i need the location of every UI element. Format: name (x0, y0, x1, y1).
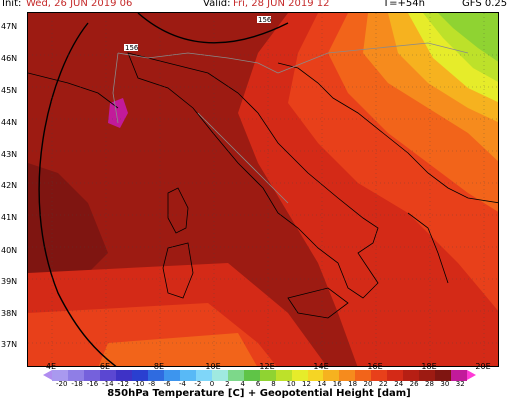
lon-label: 16E (367, 362, 383, 371)
contour-label-box (257, 16, 271, 23)
scale-tick-label: 10 (286, 380, 296, 388)
lat-label: 40N (1, 246, 18, 255)
lon-label: 20E (475, 362, 491, 371)
scale-swatch (339, 370, 356, 381)
scale-tick-label: 20 (363, 380, 373, 388)
scale-swatch (99, 370, 116, 381)
scale-arrow-right (467, 370, 476, 380)
scale-arrow-left (43, 370, 52, 380)
lon-label: 6E (99, 362, 111, 371)
scale-swatch (147, 370, 164, 381)
scale-swatch (307, 370, 324, 381)
scale-tick-label: -8 (148, 380, 156, 388)
scale-tick-label: -6 (163, 380, 171, 388)
forecast-lead-time: T=+54h (383, 0, 425, 9)
scale-swatch (451, 370, 468, 381)
lat-label: 39N (1, 277, 18, 286)
lat-label: 38N (1, 309, 18, 318)
lon-label: 14E (313, 362, 329, 371)
lon-label: 18E (421, 362, 437, 371)
scale-tick-label: -4 (179, 380, 186, 388)
contour-label-box (124, 44, 138, 51)
scale-tick-label: -16 (86, 380, 99, 388)
contour-label: 156 (258, 16, 272, 24)
model-name: GFS 0.25 (462, 0, 508, 9)
scale-tick-label: 22 (378, 380, 388, 388)
color-scale (52, 370, 468, 381)
lat-label: 46N (1, 54, 18, 63)
scale-swatch (419, 370, 436, 381)
scale-tick-label: 26 (409, 380, 419, 388)
init-label: Init: (2, 0, 22, 9)
contour-label: 156 (125, 44, 139, 52)
field-south-3 (98, 333, 257, 366)
lon-label: 12E (259, 362, 275, 371)
scale-tick-label: 6 (255, 380, 261, 388)
scale-swatch (211, 370, 228, 381)
scale-tick-label: -10 (132, 380, 145, 388)
scale-swatch (243, 370, 260, 381)
lat-label: 37N (1, 340, 18, 349)
valid-label: Valid: (203, 0, 231, 9)
lon-label: 8E (153, 362, 165, 371)
scale-tick-label: 12 (302, 380, 311, 388)
field-hotspot (108, 98, 128, 128)
scale-tick-label: -2 (194, 380, 202, 388)
scale-swatch (371, 370, 388, 381)
map-header: Init: Wed, 26 JUN 2019 06 Valid: Fri, 28… (0, 0, 518, 12)
scale-tick-label: -18 (71, 380, 83, 388)
scale-swatch (259, 370, 276, 381)
scale-swatch (387, 370, 404, 381)
borders (112, 42, 469, 204)
color-scale-ticks: -20 -18 -16 -14 -12 -10 -8 -6 -4 -2 0 2 4 6 8 10 12 14 16 1… (56, 380, 471, 389)
scale-tick-label: -20 (56, 380, 68, 388)
lat-label: 45N (1, 86, 18, 95)
scale-swatch (52, 370, 68, 381)
scale-tick-label: 30 (440, 380, 450, 388)
temperature-map[interactable]: 156 156 (27, 12, 499, 367)
lat-label: 44N (1, 118, 18, 127)
scale-swatch (403, 370, 420, 381)
legend-caption: 850hPa Temperature [C] + Geopotential He… (107, 388, 411, 399)
scale-swatch (179, 370, 196, 381)
scale-tick-label: -14 (102, 380, 114, 388)
lat-label: 41N (1, 213, 18, 222)
scale-swatch (291, 370, 308, 381)
init-datetime: Wed, 26 JUN 2019 06 (26, 0, 133, 9)
scale-swatch (323, 370, 340, 381)
coastlines (28, 52, 498, 319)
scale-swatch (115, 370, 132, 381)
graticule (28, 13, 498, 366)
scale-tick-label: 2 (225, 380, 230, 388)
map-canvas: 156 156 (28, 13, 498, 366)
scale-swatch (195, 370, 212, 381)
lat-label: 43N (1, 150, 18, 159)
scale-swatch (83, 370, 100, 381)
scale-swatch (67, 370, 84, 381)
scale-tick-label: 8 (271, 380, 276, 388)
field-coldest (438, 13, 498, 62)
scale-tick-label: -12 (117, 380, 129, 388)
scale-tick-label: 4 (240, 380, 245, 388)
scale-tick-label: 14 (317, 380, 327, 388)
scale-tick-label: 0 (209, 380, 215, 388)
lon-label: 10E (205, 362, 221, 371)
scale-swatch (131, 370, 148, 381)
scale-tick-label: 18 (348, 380, 358, 388)
lat-label: 47N (1, 22, 18, 31)
scale-tick-label: 24 (394, 380, 404, 388)
scale-tick-label: 16 (332, 380, 342, 388)
scale-tick-label: 32 (455, 380, 465, 388)
scale-swatch (355, 370, 372, 381)
scale-swatch (275, 370, 292, 381)
scale-swatch (227, 370, 244, 381)
valid-datetime: Fri, 28 JUN 2019 12 (233, 0, 330, 9)
geopotential-contours (38, 13, 289, 366)
contour-labels: 156 156 (124, 16, 272, 52)
scale-tick-label: 28 (425, 380, 434, 388)
scale-swatch (163, 370, 180, 381)
scale-swatch (435, 370, 452, 381)
lat-label: 42N (1, 181, 18, 190)
lon-label: 4E (45, 362, 57, 371)
